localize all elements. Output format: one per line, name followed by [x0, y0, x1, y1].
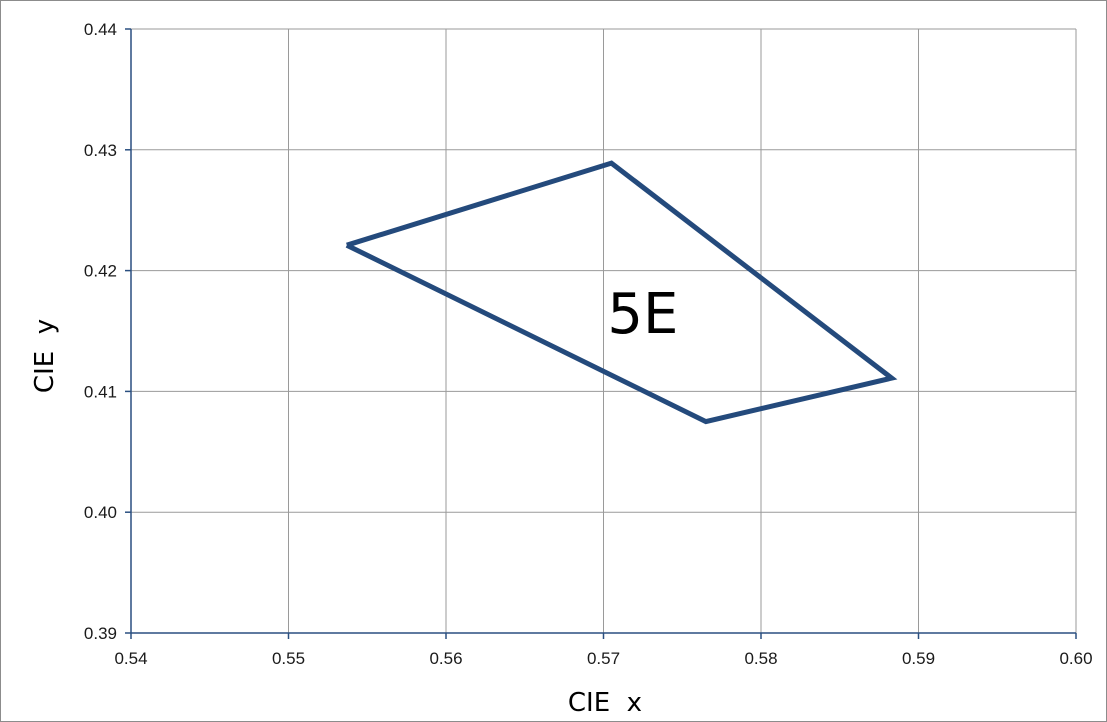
x-tick-label: 0.56 [429, 649, 462, 668]
y-tick-label: 0.41 [84, 382, 117, 401]
y-tick-label: 0.44 [84, 20, 117, 39]
x-tick-label: 0.60 [1059, 649, 1092, 668]
y-axis-title: CIE y [30, 319, 60, 393]
x-tick-label: 0.57 [587, 649, 620, 668]
x-tick-label: 0.59 [902, 649, 935, 668]
x-tick-label: 0.54 [114, 649, 147, 668]
axes [125, 28, 1077, 639]
grid-lines [131, 28, 1077, 633]
y-tick-label: 0.39 [84, 624, 117, 643]
x-tick-label: 0.55 [272, 649, 305, 668]
tick-labels: 0.54 0.55 0.56 0.57 0.58 0.59 0.60 0.39 0.40 0.41… [84, 20, 1093, 668]
x-axis-title: CIE x [568, 688, 642, 718]
y-tick-label: 0.42 [84, 262, 117, 281]
annotation-label: 5E [607, 282, 678, 347]
annotations: 5E [607, 282, 678, 347]
series-line-5e-quadrangle [345, 160, 898, 425]
x-tick-label: 0.58 [744, 649, 777, 668]
y-tick-label: 0.43 [84, 141, 117, 160]
series-layer [345, 160, 898, 425]
y-tick-label: 0.40 [84, 503, 117, 522]
